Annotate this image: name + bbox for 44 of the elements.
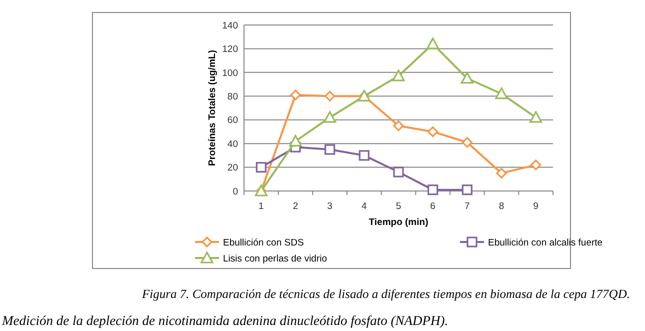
- x-axis-title: Tiempo (min): [368, 217, 428, 228]
- point: [460, 72, 474, 84]
- point: [289, 134, 302, 146]
- y-tick-label: 40: [227, 138, 238, 150]
- text: Medición de la depleción de nicotinamida adenina dinucleótido fosfato (NADPH).: [1, 313, 448, 328]
- x-tick-label: 2: [292, 201, 298, 212]
- x-tick-label: 7: [464, 201, 470, 212]
- legend-label: Ebullición con SDS: [223, 237, 304, 248]
- point: [324, 90, 336, 102]
- point: [426, 38, 440, 50]
- point: [495, 87, 508, 100]
- y-tick-label: 120: [222, 44, 238, 56]
- y-tick-label: 80: [227, 91, 238, 102]
- point: [462, 184, 472, 196]
- point: [358, 150, 370, 161]
- x-tick-label: 3: [327, 201, 332, 212]
- x-tick-label: 1: [258, 201, 264, 212]
- point: [530, 160, 542, 170]
- point: [256, 162, 266, 173]
- point: [290, 90, 301, 100]
- y-axis-title: Proteínas Totales (ug/mL): [207, 50, 218, 166]
- point: [324, 144, 336, 155]
- x-tick-label: 5: [396, 201, 402, 212]
- x-tick-label: 8: [498, 201, 504, 212]
- x-tick-label: 6: [430, 201, 436, 212]
- point: [496, 168, 507, 179]
- point: [428, 184, 438, 196]
- point: [393, 120, 404, 132]
- y-tick-label: 0: [232, 186, 238, 198]
- point: [462, 137, 472, 148]
- y-tick-label: 60: [227, 115, 238, 126]
- text: Figura 7. Comparación de técnicas de lisado a diferentes tiempos en biomasa de la cepa 177QD.: [140, 287, 630, 301]
- y-tick-label: 140: [222, 20, 238, 32]
- x-tick-label: 4: [362, 201, 367, 212]
- point: [428, 126, 438, 138]
- y-tick-label: 20: [227, 162, 238, 174]
- x-tick-label: 9: [533, 201, 538, 212]
- point: [392, 70, 405, 82]
- point: [324, 111, 336, 123]
- point: [530, 111, 542, 123]
- point: [393, 166, 404, 178]
- legend-label: Lisis con perlas de vidrio: [223, 253, 328, 264]
- y-tick-label: 100: [222, 68, 238, 79]
- legend-label: Ebullición con alcalis fuerte: [488, 237, 603, 248]
